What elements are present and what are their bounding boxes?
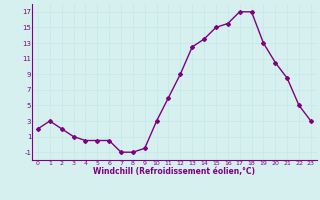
X-axis label: Windchill (Refroidissement éolien,°C): Windchill (Refroidissement éolien,°C) [93,167,255,176]
